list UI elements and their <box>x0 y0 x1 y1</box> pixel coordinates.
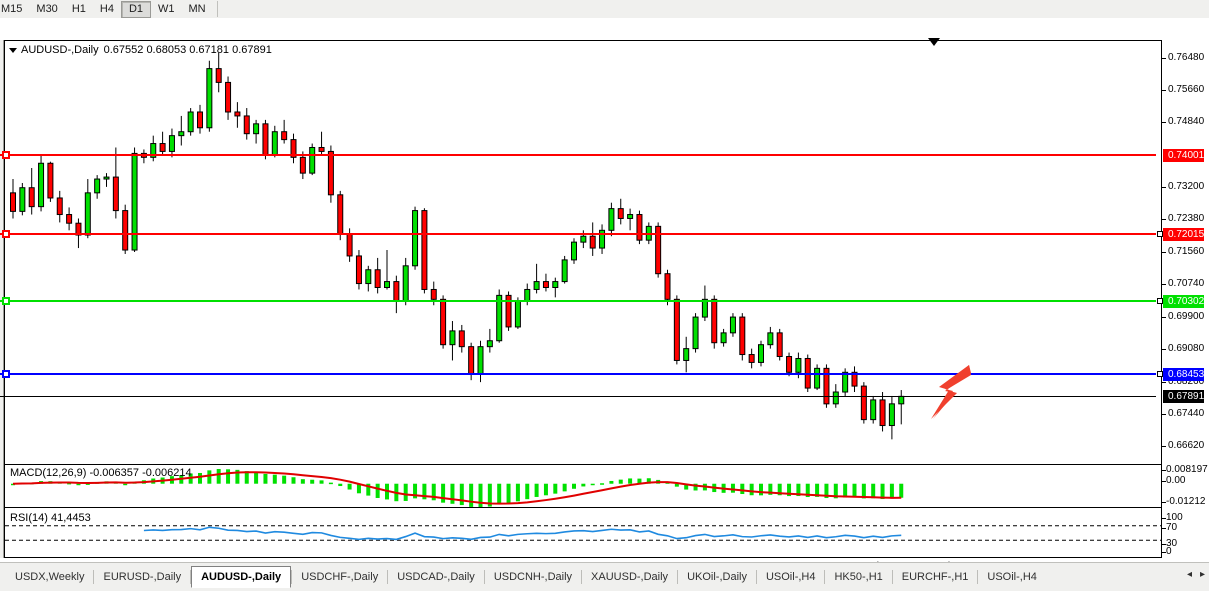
price-tick: 0.76480 <box>1162 52 1209 64</box>
timeframe-mn[interactable]: MN <box>188 2 206 15</box>
tab-scroll-left-icon[interactable]: ◂ <box>1186 569 1192 580</box>
bullish-arrow-annotation[interactable] <box>925 363 977 421</box>
price-pane[interactable] <box>5 41 1161 463</box>
level-line-handle[interactable] <box>2 151 10 160</box>
rsi-pane[interactable] <box>5 509 1161 557</box>
support-line-green[interactable] <box>0 297 1156 306</box>
badge-handle-icon[interactable] <box>1157 230 1163 237</box>
timeframe-h1[interactable]: H1 <box>71 2 86 15</box>
level-line-handle[interactable] <box>2 370 10 379</box>
tab-divider <box>93 570 95 584</box>
chart-area[interactable]: AUDUSD-,Daily 0.67552 0.68053 0.67181 0.6… <box>0 18 1209 580</box>
price-tick: 0.75660 <box>1162 84 1209 96</box>
symbol-tab-audusd-daily[interactable]: AUDUSD-,Daily <box>191 566 292 588</box>
tab-divider <box>677 570 679 584</box>
price-badge[interactable]: 0.74001 <box>1163 149 1204 163</box>
symbol-tab-usoil-h4[interactable]: USOil-,H4 <box>765 571 816 583</box>
price-tick: 0.67440 <box>1162 408 1209 420</box>
price-tick: 0.69080 <box>1162 343 1209 355</box>
symbol-tab-xauusd-daily[interactable]: XAUUSD-,Daily <box>591 571 669 583</box>
macd-label: MACD(12,26,9) -0.006357 -0.006214 <box>10 467 192 479</box>
timeframe-toolbar: M15 M30 H1 H4 D1 W1 MN <box>0 0 1209 19</box>
symbol-tab-usdcnh-daily[interactable]: USDCNH-,Daily <box>493 571 573 583</box>
chart-header: AUDUSD-,Daily 0.67552 0.68053 0.67181 0.6… <box>9 44 272 56</box>
badge-handle-icon[interactable] <box>1157 298 1163 305</box>
symbol-tab-eurusd-daily[interactable]: EURUSD-,Daily <box>103 571 182 583</box>
level-line-handle[interactable] <box>2 229 10 238</box>
tab-divider <box>755 570 757 584</box>
resistance-line-2[interactable] <box>0 229 1156 238</box>
price-tick: 0.70740 <box>1162 278 1209 290</box>
symbol-tab-ukoil-daily[interactable]: UKOil-,Daily <box>687 571 747 583</box>
price-badge[interactable]: 0.72015 <box>1157 227 1204 241</box>
macd-tick: 0.00 <box>1162 475 1209 487</box>
symbol-tab-usdchf-daily[interactable]: USDCHF-,Daily <box>301 571 379 583</box>
price-badge[interactable]: 0.70302 <box>1157 295 1204 309</box>
level-line-handle[interactable] <box>2 297 10 306</box>
symbol-tab-hk50-h1[interactable]: HK50-,H1 <box>834 571 883 583</box>
tab-divider <box>977 570 979 584</box>
price-tick: 0.68260 <box>1162 376 1209 388</box>
macd-pane[interactable] <box>5 464 1161 508</box>
timeframe-m30[interactable]: M30 <box>36 2 58 15</box>
candlestick-plot <box>10 52 905 440</box>
timeframe-h4[interactable]: H4 <box>99 2 114 15</box>
rsi-tick: 0 <box>1162 546 1209 558</box>
rsi-tick: 30 <box>1162 538 1209 550</box>
chart-symbol-label: AUDUSD-,Daily <box>21 44 99 56</box>
resistance-line-1[interactable] <box>0 151 1156 160</box>
rsi-label: RSI(14) 41,4453 <box>10 512 91 524</box>
price-tick: 0.74840 <box>1162 116 1209 128</box>
timeframe-w1[interactable]: W1 <box>158 2 175 15</box>
macd-tick: -0.01212 <box>1162 496 1209 508</box>
price-tick: 0.73200 <box>1162 181 1209 193</box>
tab-divider <box>291 570 293 584</box>
tab-divider <box>581 570 583 584</box>
symbol-tab-usdcad-daily[interactable]: USDCAD-,Daily <box>397 571 475 583</box>
top-period-marker-icon <box>928 38 940 46</box>
support-line-blue[interactable] <box>0 370 1156 379</box>
symbol-tab-bar: USDX,Weekly EURUSD-,Daily AUDUSD-,Daily USD… <box>0 562 1209 591</box>
chart-ohlc-values: 0.67552 0.68053 0.67181 0.67891 <box>103 44 272 56</box>
price-badge[interactable]: 0.67891 <box>1163 390 1204 404</box>
price-badge[interactable]: 0.68453 <box>1157 368 1204 382</box>
price-tick: 0.66620 <box>1162 440 1209 452</box>
price-tick: 0.71560 <box>1162 246 1209 258</box>
timeframe-d1[interactable]: D1 <box>120 0 151 18</box>
tab-divider <box>387 570 389 584</box>
tab-divider <box>190 570 192 584</box>
tab-scroll-right-icon[interactable]: ▸ <box>1199 569 1205 580</box>
price-axis[interactable]: 0.76480 0.75660 0.74840 0.73200 0.72380 0.715… <box>1157 40 1209 558</box>
collapse-triangle-icon[interactable] <box>9 47 17 53</box>
symbol-tab-usoil-h4[interactable]: USOil-,H4 <box>987 571 1037 583</box>
symbol-tab-eurchf-h1[interactable]: EURCHF-,H1 <box>901 571 969 583</box>
rsi-tick: 100 <box>1162 512 1209 524</box>
macd-plot <box>11 469 904 507</box>
rsi-tick: 70 <box>1162 522 1209 534</box>
current-price-line <box>0 395 1156 397</box>
tab-scroll-controls[interactable]: ◂ ▸ <box>1187 569 1205 580</box>
price-tick: 0.72380 <box>1162 213 1209 225</box>
macd-tick: 0.008197 <box>1162 464 1209 476</box>
tab-divider <box>483 570 485 584</box>
tab-divider <box>891 570 893 584</box>
tab-divider <box>824 570 826 584</box>
rsi-plot <box>5 525 1161 541</box>
timeframe-m15[interactable]: M15 <box>1 2 23 15</box>
toolbar-divider <box>216 1 218 17</box>
symbol-tab-usdx-weekly[interactable]: USDX,Weekly <box>15 571 85 583</box>
price-tick: 0.69900 <box>1162 311 1209 323</box>
badge-handle-icon[interactable] <box>1157 371 1163 378</box>
